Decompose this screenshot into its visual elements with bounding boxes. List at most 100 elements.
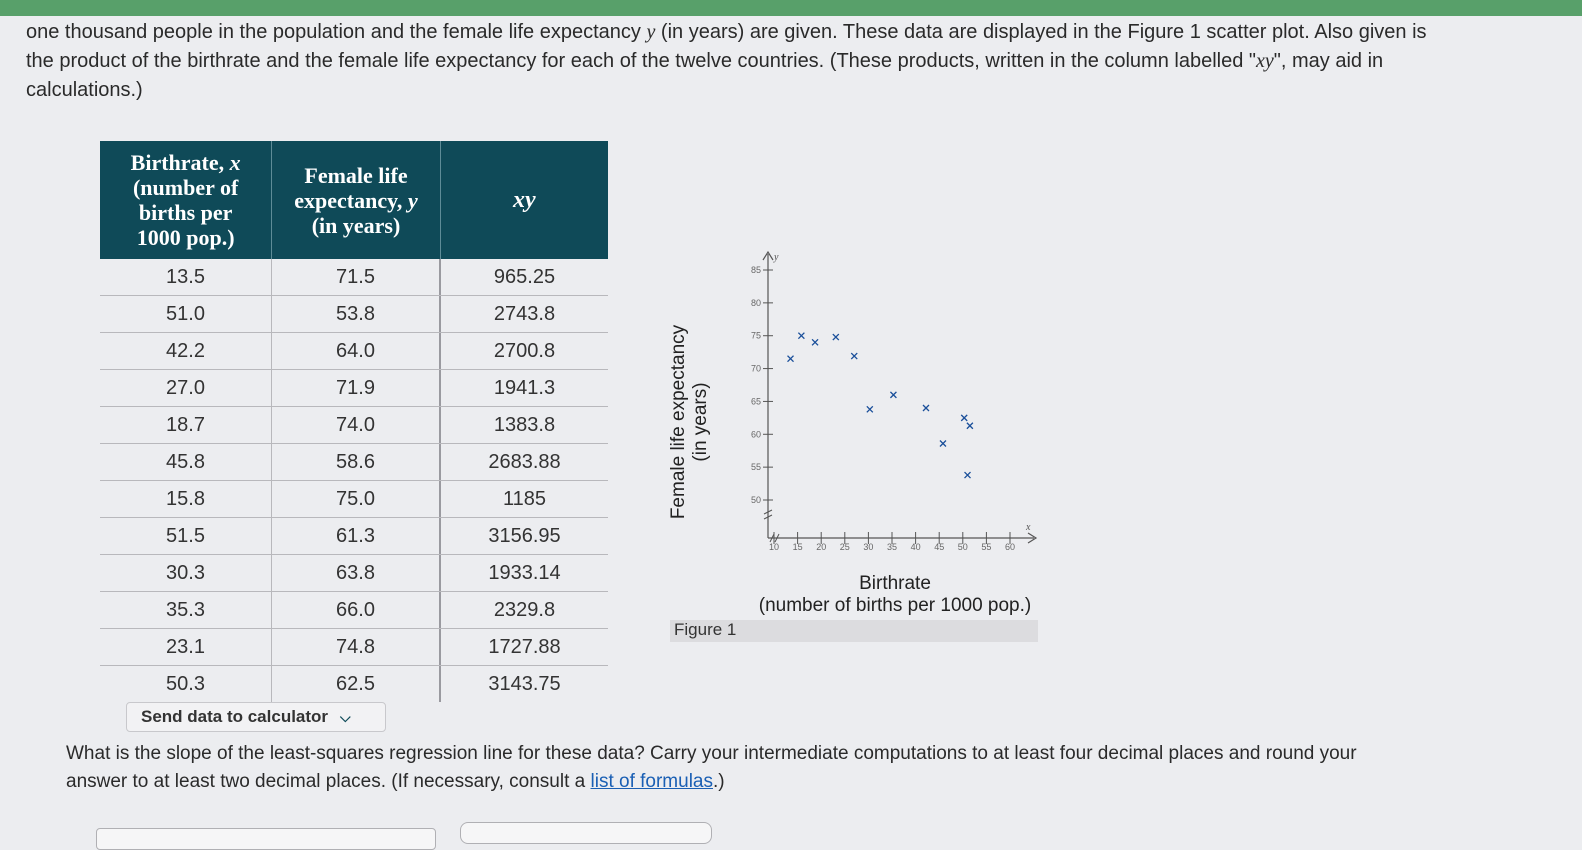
x-axis-var: x [1025, 522, 1031, 533]
life-expectancy-cell: 53.8 [272, 296, 441, 332]
life-expectancy-cell: 58.6 [272, 444, 441, 480]
question-text: What is the slope of the least-squares r… [66, 740, 1546, 796]
table-row: 45.8 58.6 2683.88 [100, 444, 608, 481]
xy-cell: 1941.3 [493, 376, 556, 399]
send-data-label: Send data to calculator [141, 707, 329, 726]
chevron-down-icon: ⌵ [340, 708, 351, 725]
life-expectancy-cell: 61.3 [272, 518, 441, 554]
table-row: 50.3 62.5 3143.75 [100, 666, 608, 702]
axis-break [763, 509, 773, 520]
xy-cell: 3143.75 [488, 672, 561, 695]
xy-cell: 2743.8 [493, 302, 556, 325]
header-xy-label: xy [513, 186, 536, 213]
y-tick-label: 85 [751, 265, 761, 275]
life-expectancy-cell: 74.8 [272, 629, 441, 665]
data-point [811, 338, 819, 346]
birthrate-cell: 13.5 [100, 259, 272, 295]
intro-line1-end: (in years) are given. These data are dis… [655, 21, 1427, 43]
birthrate-cell: 15.8 [100, 481, 272, 517]
x-tick-label: 45 [934, 542, 944, 552]
table-row: 18.7 74.0 1383.8 [100, 407, 608, 444]
xy-cell: 1727.88 [488, 635, 561, 658]
table-row: 23.1 74.8 1727.88 [100, 629, 608, 666]
intro-line3: calculations.) [26, 79, 143, 101]
send-data-button[interactable]: Send data to calculator ⌵ [126, 702, 386, 732]
y-tick-label: 60 [751, 429, 761, 439]
y-tick-label: 80 [751, 298, 761, 308]
x-tick-label: 15 [793, 542, 803, 552]
data-point [922, 404, 930, 412]
x-axis-label-line1: Birthrate [859, 573, 931, 594]
x-tick-label: 10 [769, 542, 779, 552]
header-var-y: y [407, 187, 418, 213]
xy-cell: 1185 [503, 487, 547, 510]
xy-cell: 1383.8 [493, 413, 556, 436]
x-axis-label-line2: (number of births per 1000 pop.) [758, 595, 1032, 616]
y-tick-label: 55 [751, 462, 761, 472]
life-expectancy-cell: 71.9 [272, 370, 441, 406]
intro-line2-end: ", may aid in [1273, 50, 1384, 72]
table-row: 15.8 75.0 1185 [100, 481, 608, 518]
question-line2-end: .) [712, 771, 725, 792]
header-life-line3: (in years) [311, 212, 401, 238]
table-row: 30.3 63.8 1933.14 [100, 555, 608, 592]
data-point [797, 332, 805, 340]
x-tick-label: 60 [1005, 542, 1015, 552]
birthrate-cell: 51.0 [100, 296, 272, 332]
data-point [866, 405, 874, 413]
table-body: 13.5 71.5 965.25 51.0 53.8 2743.8 42.2 64.0 2700… [100, 259, 608, 702]
birthrate-cell: 18.7 [100, 407, 272, 443]
birthrate-cell: 23.1 [100, 629, 272, 665]
figure-caption-bar [670, 620, 1038, 642]
x-tick-label: 30 [863, 542, 873, 552]
table-row: 51.0 53.8 2743.8 [100, 296, 608, 333]
xy-cell: 3156.95 [488, 524, 561, 547]
header-var-x: x [229, 150, 241, 175]
birthrate-cell: 27.0 [100, 370, 272, 406]
header-birthrate-label: Birthrate, [130, 150, 230, 175]
y-tick-label: 50 [751, 495, 761, 505]
x-tick-label: 20 [816, 542, 826, 552]
data-table: Birthrate, x (number of births per 1000 … [100, 141, 608, 702]
table-row: 35.3 66.0 2329.8 [100, 592, 608, 629]
question-line2: answer to at least two decimal places. (… [66, 771, 591, 792]
y-axis-var: y [773, 252, 779, 263]
table-row: 27.0 71.9 1941.3 [100, 370, 608, 407]
table-row: 51.5 61.3 3156.95 [100, 518, 608, 555]
birthrate-cell: 51.5 [100, 518, 272, 554]
y-tick-label: 75 [751, 331, 761, 341]
data-point [832, 333, 840, 341]
birthrate-cell: 30.3 [100, 555, 272, 591]
formulas-link[interactable]: list of formulas [590, 771, 713, 792]
xy-cell: 1933.14 [488, 561, 561, 584]
answer-input[interactable] [96, 828, 436, 850]
question-line1: What is the slope of the least-squares r… [66, 743, 1357, 764]
xy-cell: 2329.8 [493, 598, 556, 621]
x-tick-label: 25 [840, 542, 850, 552]
birthrate-cell: 50.3 [100, 666, 272, 702]
var-xy: xy [1256, 50, 1274, 72]
data-point [964, 471, 971, 479]
life-expectancy-cell: 62.5 [272, 666, 441, 702]
top-banner [0, 0, 1582, 16]
data-point [787, 355, 794, 363]
xy-cell: 965.25 [493, 265, 556, 288]
y-tick-label: 65 [751, 396, 761, 406]
x-tick-label: 35 [887, 542, 897, 552]
table-header: Birthrate, x (number of births per 1000 … [100, 141, 608, 259]
x-axis-break [769, 533, 780, 543]
x-axis-arrow [1027, 532, 1038, 544]
life-expectancy-cell: 75.0 [272, 481, 441, 517]
birthrate-cell: 35.3 [100, 592, 272, 628]
xy-cell: 2700.8 [493, 339, 556, 362]
y-axis-arrow [762, 250, 774, 261]
answer-button[interactable] [460, 822, 712, 844]
data-point [939, 440, 947, 447]
data-point [960, 414, 968, 422]
life-expectancy-cell: 64.0 [272, 333, 441, 369]
table-row: 13.5 71.5 965.25 [100, 259, 608, 296]
figure-1: Female life expectancy (in years) y 50 55 6… [668, 240, 1040, 645]
life-expectancy-cell: 66.0 [272, 592, 441, 628]
data-point [889, 391, 897, 399]
scatter-plot: y 50 55 60 65 70 75 80 85 x 10 15 20 25 30 35 40 45 50 55 60 [751, 250, 1038, 552]
